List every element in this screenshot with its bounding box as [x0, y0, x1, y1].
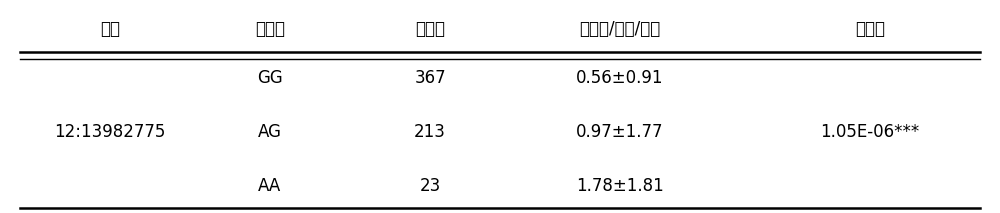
Text: 213: 213	[414, 123, 446, 141]
Text: 1.78±1.81: 1.78±1.81	[576, 177, 664, 195]
Text: 基因型: 基因型	[255, 20, 285, 38]
Text: 1.05E-06***: 1.05E-06***	[820, 123, 920, 141]
Text: GG: GG	[257, 69, 283, 87]
Text: 显著性: 显著性	[855, 20, 885, 38]
Text: AG: AG	[258, 123, 282, 141]
Text: AA: AA	[258, 177, 282, 195]
Text: 畸形数/（头/窝）: 畸形数/（头/窝）	[579, 20, 661, 38]
Text: 12:13982775: 12:13982775	[54, 123, 166, 141]
Text: 23: 23	[419, 177, 441, 195]
Text: 0.97±1.77: 0.97±1.77	[576, 123, 664, 141]
Text: 0.56±0.91: 0.56±0.91	[576, 69, 664, 87]
Text: 位置: 位置	[100, 20, 120, 38]
Text: 367: 367	[414, 69, 446, 87]
Text: 个体数: 个体数	[415, 20, 445, 38]
